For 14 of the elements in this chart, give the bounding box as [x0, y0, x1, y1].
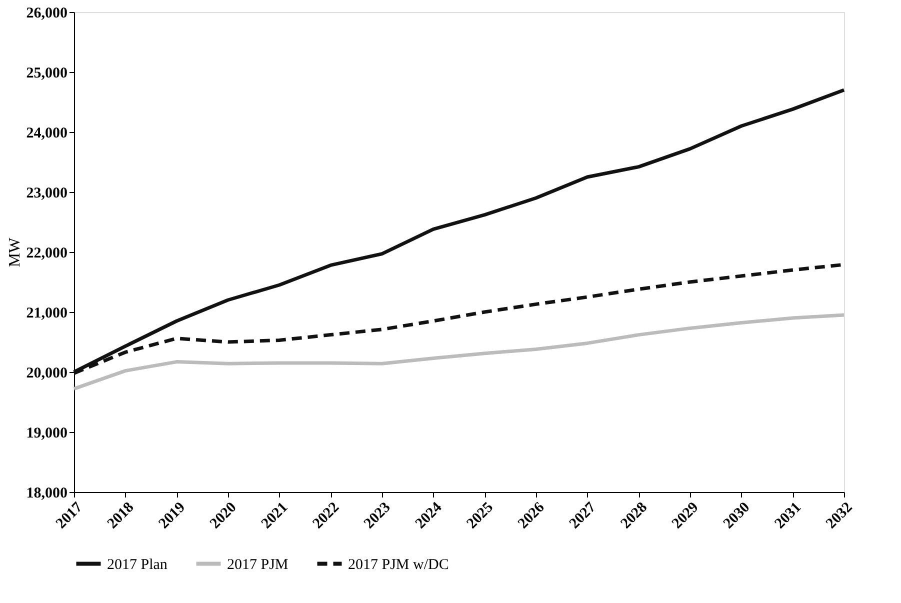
y-tick-label: 18,000 — [26, 486, 68, 502]
y-axis-title: MW — [6, 236, 24, 268]
y-tick-label: 22,000 — [26, 246, 68, 262]
y-tick-label: 21,000 — [26, 306, 68, 322]
y-tick-label: 20,000 — [26, 366, 68, 382]
y-tick-label: 26,000 — [26, 6, 68, 22]
legend-label: 2017 Plan — [107, 556, 168, 573]
y-tick-label: 24,000 — [26, 126, 68, 142]
y-tick-label: 25,000 — [26, 66, 68, 82]
y-tick-label: 19,000 — [26, 426, 68, 442]
legend-label: 2017 PJM w/DC — [348, 556, 449, 573]
legend-label: 2017 PJM — [227, 556, 288, 573]
y-tick-label: 23,000 — [26, 186, 68, 202]
line-series — [72, 313, 846, 391]
